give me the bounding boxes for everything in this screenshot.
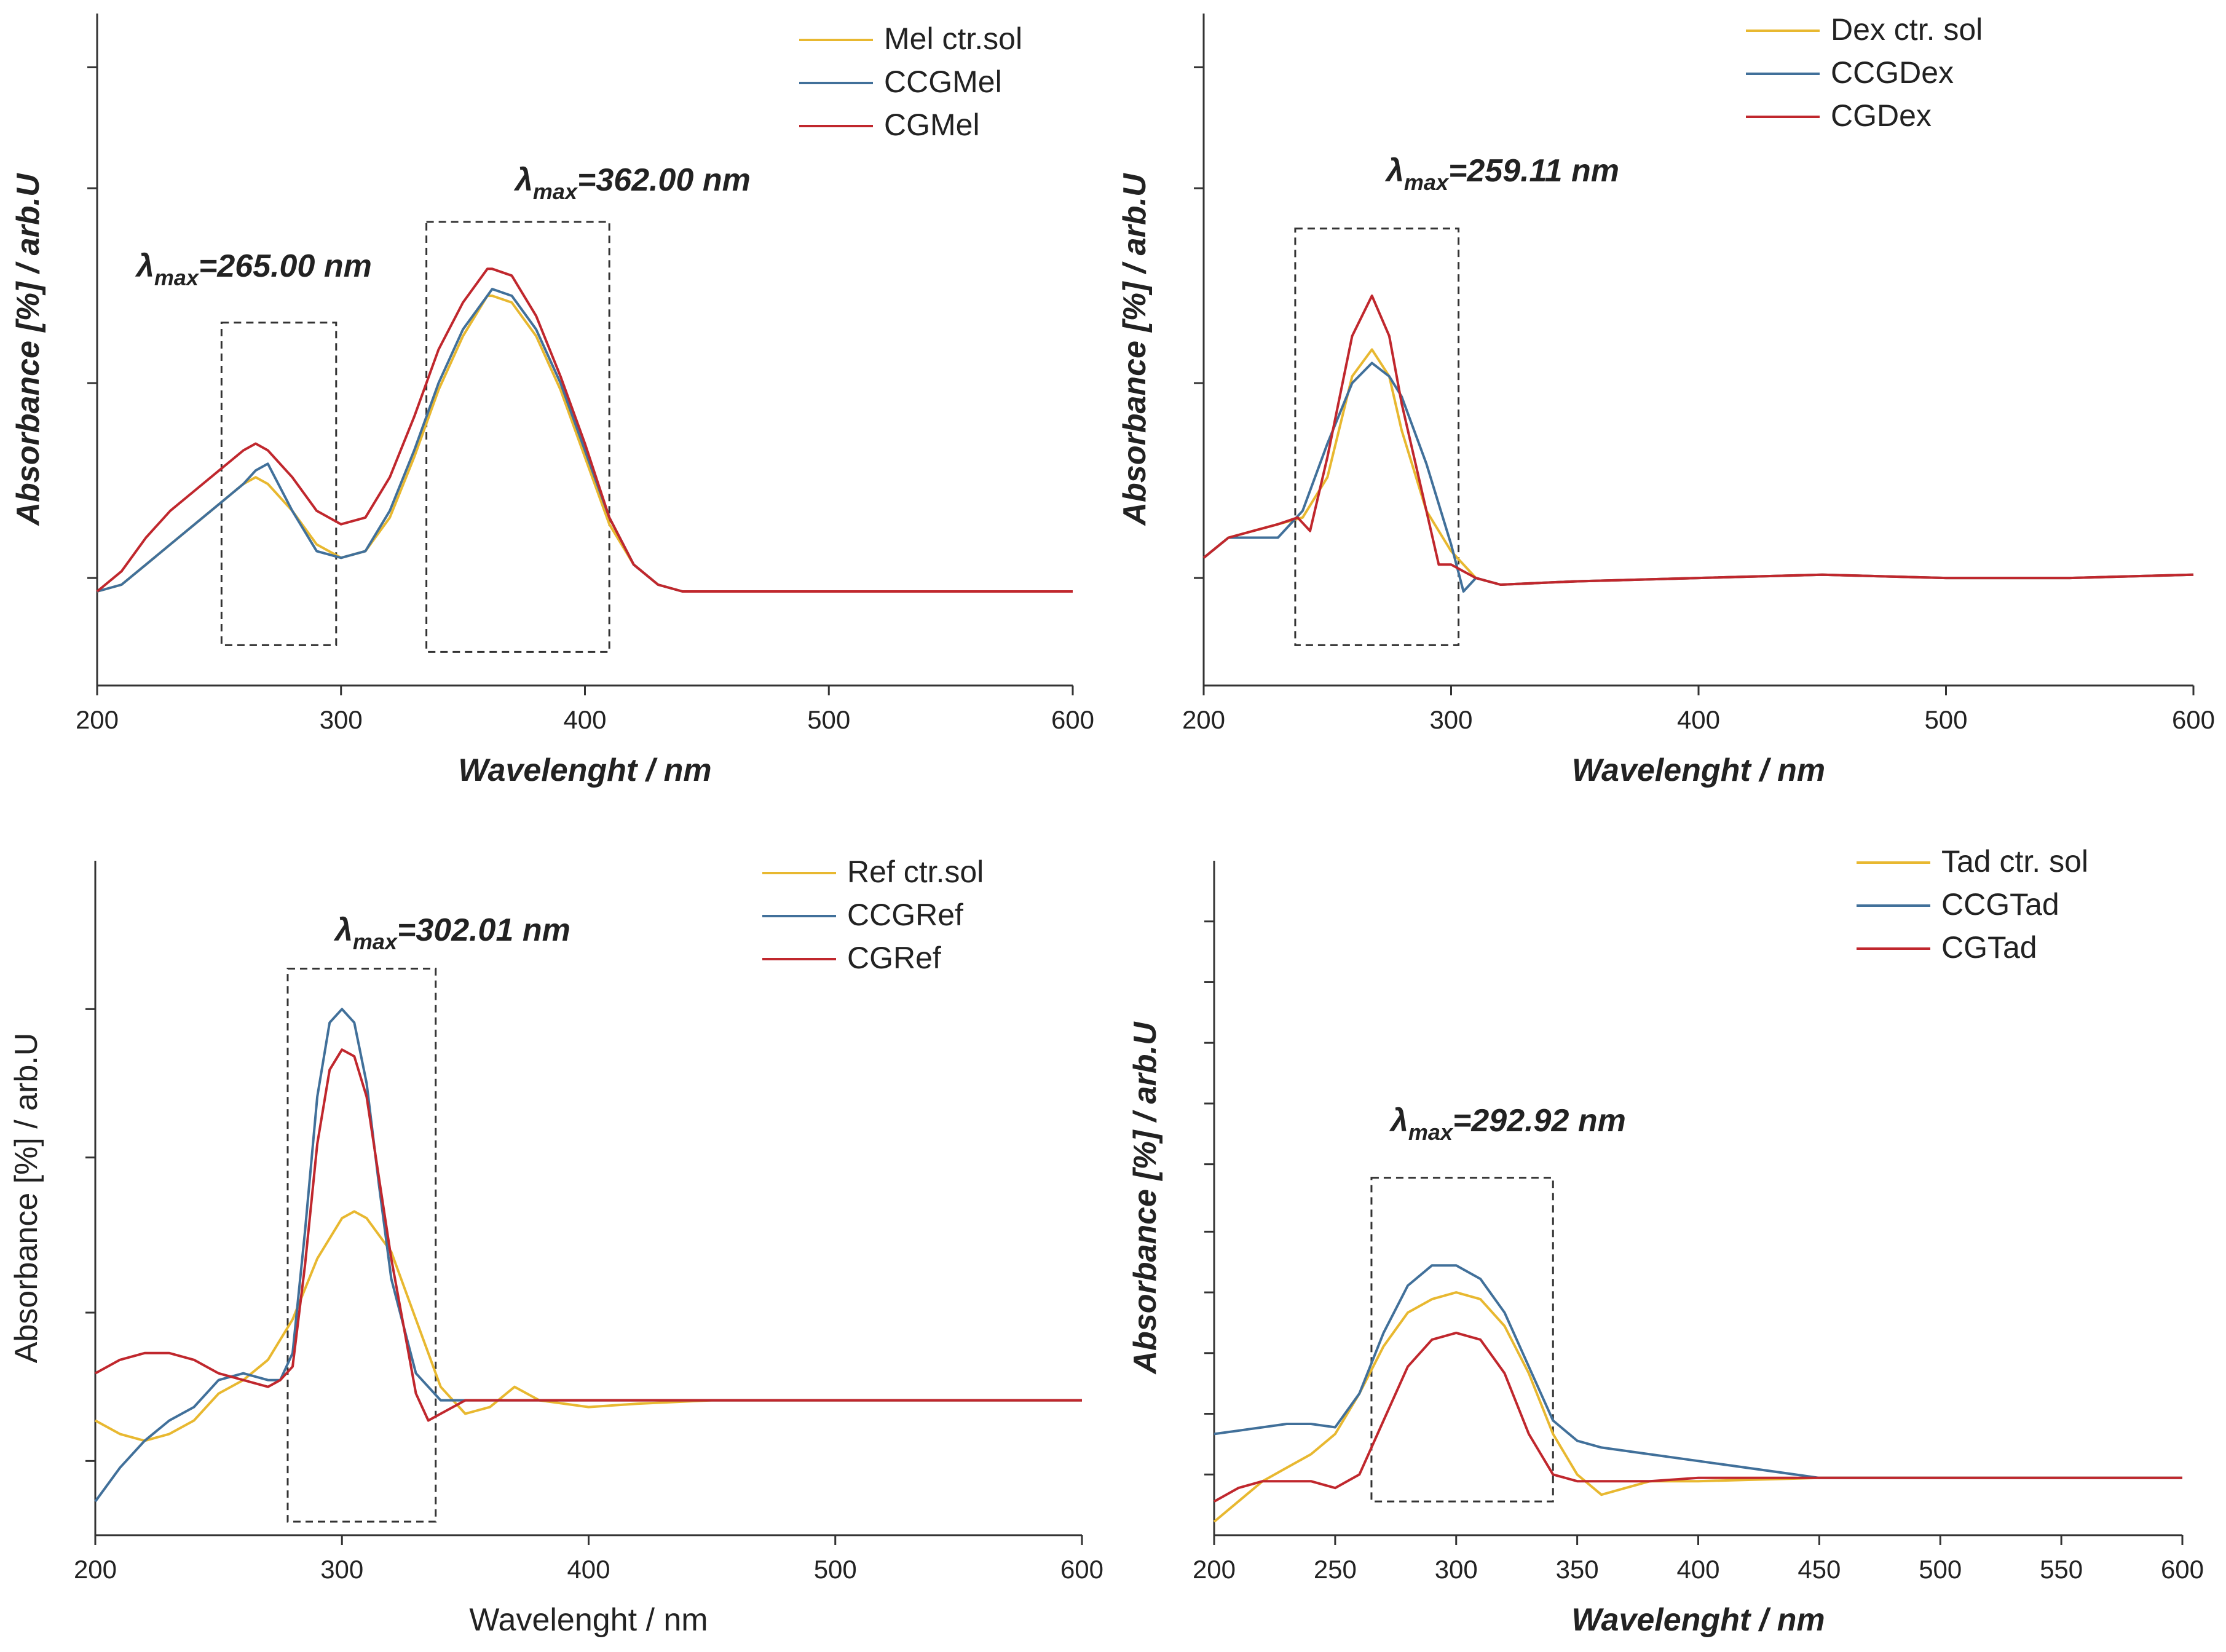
x-tick-label: 200 xyxy=(76,705,119,734)
lambda-max-annotation: λmax=292.92 nm xyxy=(1389,1103,1626,1145)
series-line-2 xyxy=(1214,1264,2182,1479)
highlight-box xyxy=(1370,1177,1554,1503)
x-tick-label: 500 xyxy=(1924,705,1967,734)
lambda-symbol: λ xyxy=(1384,153,1404,189)
lambda-value: =265.00 nm xyxy=(199,248,372,284)
legend-label-2: CCGTad xyxy=(1941,887,2059,922)
y-axis-title: Absorbance [%] / arb.U xyxy=(10,173,46,527)
legend-label-1: Tad ctr. sol xyxy=(1941,844,2088,879)
highlight-box xyxy=(1294,227,1460,646)
x-tick-label: 500 xyxy=(814,1555,857,1584)
series-line-3 xyxy=(96,267,1073,593)
legend-label-3: CGTad xyxy=(1941,930,2037,965)
y-axis-title: Absorbance [%] / arb.U xyxy=(1117,173,1153,527)
x-axis-title: Wavelenght / nm xyxy=(458,753,711,788)
legend-label-2: CCGMel xyxy=(884,65,1002,99)
series-line-2 xyxy=(1202,362,2194,593)
chart-panel-4: 200 250 300 350 400 450 500 550 600 Wavelenght / … xyxy=(1127,844,2204,1638)
lambda-subscript: max xyxy=(1404,170,1450,195)
x-tick-label: 550 xyxy=(2040,1555,2083,1584)
x-tick-label: 300 xyxy=(320,705,363,734)
x-tick-label: 600 xyxy=(2172,705,2215,734)
chart-panel-2: 200 300 400 500 600 Wavelenght / nm Absorbance… xyxy=(1117,12,2215,788)
legend-label-1: Ref ctr.sol xyxy=(847,855,984,889)
lambda-subscript: max xyxy=(533,179,578,204)
x-tick-label: 600 xyxy=(2161,1555,2204,1584)
lambda-symbol: λ xyxy=(1389,1103,1408,1139)
x-tick-label: 200 xyxy=(1182,705,1225,734)
legend-label-2: CCGDex xyxy=(1831,55,1954,90)
lambda-value: =362.00 nm xyxy=(577,162,751,198)
highlight-box xyxy=(220,322,337,646)
lambda-subscript: max xyxy=(1408,1120,1454,1145)
lambda-symbol: λ xyxy=(333,912,353,948)
highlight-box xyxy=(286,968,437,1523)
series-line-3 xyxy=(1202,294,2194,586)
lambda-value: =292.92 nm xyxy=(1453,1103,1626,1139)
highlight-box xyxy=(425,221,610,653)
x-tick-label: 250 xyxy=(1314,1555,1357,1584)
legend-label-1: Dex ctr. sol xyxy=(1831,12,1983,47)
lambda-symbol: λ xyxy=(135,248,154,284)
x-tick-label: 400 xyxy=(563,705,606,734)
x-axis-title: Wavelenght / nm xyxy=(469,1602,708,1638)
x-tick-label: 300 xyxy=(1429,705,1472,734)
x-tick-label: 200 xyxy=(1193,1555,1236,1584)
lambda-max-annotation: λmax=302.01 nm xyxy=(333,912,570,954)
x-tick-label: 500 xyxy=(1919,1555,1962,1584)
lambda-subscript: max xyxy=(353,929,398,954)
x-tick-label: 300 xyxy=(1435,1555,1478,1584)
legend-label-3: CGRef xyxy=(847,941,941,975)
lambda-max-annotation: λmax=259.11 nm xyxy=(1384,153,1619,195)
x-tick-label: 300 xyxy=(320,1555,363,1584)
series-line-1 xyxy=(1213,1291,2182,1523)
series-line-1 xyxy=(95,1210,1082,1442)
x-tick-label: 600 xyxy=(1060,1555,1103,1584)
x-tick-label: 400 xyxy=(567,1555,610,1584)
legend-label-3: CGMel xyxy=(884,108,980,142)
lambda-value: =259.11 nm xyxy=(1448,153,1619,189)
series-line-3 xyxy=(1214,1331,2182,1503)
lambda-value: =302.01 nm xyxy=(397,912,570,948)
lambda-max-annotation: λmax=265.00 nm xyxy=(135,248,372,290)
chart-panel-1: 200 300 400 500 600 Wavelenght / nm Absorbance… xyxy=(10,14,1094,788)
legend-label-1: Mel ctr.sol xyxy=(884,22,1022,56)
series-line-3 xyxy=(95,1048,1082,1422)
y-axis-title: Absorbance [%] / arb.U xyxy=(9,1033,44,1364)
legend-label-2: CCGRef xyxy=(847,898,963,932)
lambda-symbol: λ xyxy=(513,162,533,198)
legend-label-3: CGDex xyxy=(1831,98,1932,133)
x-tick-label: 350 xyxy=(1556,1555,1599,1584)
x-tick-label: 450 xyxy=(1798,1555,1841,1584)
x-axis-title: Wavelenght / nm xyxy=(1572,753,1825,788)
x-axis-title: Wavelenght / nm xyxy=(1571,1602,1825,1638)
x-tick-label: 600 xyxy=(1051,705,1094,734)
lambda-max-annotation: λmax=362.00 nm xyxy=(513,162,751,204)
y-axis-title: Absorbance [%] / arb.U xyxy=(1127,1021,1163,1375)
series-line-2 xyxy=(94,1008,1082,1503)
x-tick-label: 200 xyxy=(74,1555,117,1584)
x-tick-label: 400 xyxy=(1676,1555,1719,1584)
chart-panel-3: 200 300 400 500 600 Wavelenght / nm Absorbance… xyxy=(9,855,1103,1638)
lambda-subscript: max xyxy=(154,265,200,290)
x-tick-label: 400 xyxy=(1677,705,1720,734)
x-tick-label: 500 xyxy=(807,705,850,734)
